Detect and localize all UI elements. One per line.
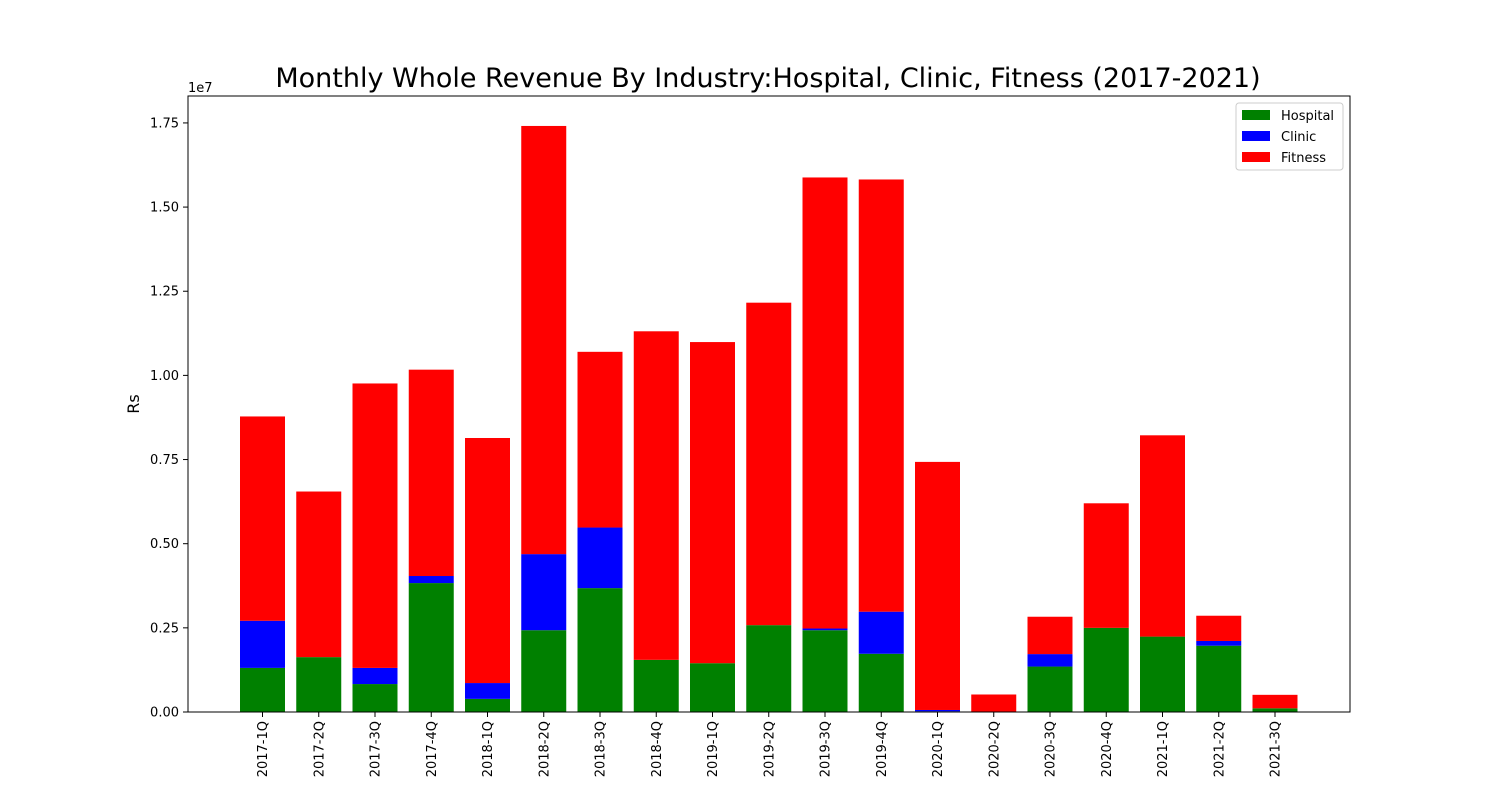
bar-fitness-2021-3Q <box>1252 694 1298 709</box>
legend-label-hospital: Hospital <box>1281 109 1334 124</box>
bar-hospital-2020-3Q <box>1027 666 1073 712</box>
chart-title: Monthly Whole Revenue By Industry:Hospit… <box>275 63 1260 94</box>
y-tick-label: 0.00 <box>150 706 179 721</box>
legend-swatch-clinic <box>1242 131 1270 141</box>
legend-swatch-hospital <box>1242 110 1270 120</box>
x-tick-label: 2020-3Q <box>1044 721 1059 777</box>
x-tick-label: 2018-4Q <box>650 721 665 777</box>
bar-fitness-2021-1Q <box>1140 435 1185 637</box>
y-axis: 0.00 0.25 0.50 0.75 1.00 1.25 1.50 1.75 <box>150 116 188 721</box>
bar-hospital-2021-1Q <box>1140 636 1185 712</box>
bar-fitness-2017-3Q <box>352 383 398 668</box>
bar-fitness-2019-4Q <box>858 179 904 612</box>
bar-fitness-2020-4Q <box>1083 503 1129 628</box>
y-tick-label: 0.75 <box>150 453 179 468</box>
bar-clinic-2020-1Q <box>915 709 960 712</box>
y-tick-label: 0.25 <box>150 621 179 636</box>
bar-hospital-2019-4Q <box>858 653 904 712</box>
bar-hospital-2018-2Q <box>521 630 567 712</box>
x-tick-label: 2019-1Q <box>706 721 721 777</box>
x-tick-label: 2019-2Q <box>762 721 777 777</box>
legend: Hospital Clinic Fitness <box>1235 102 1344 171</box>
x-tick-label: 2019-3Q <box>819 721 834 777</box>
bar-hospital-2020-4Q <box>1083 627 1129 712</box>
bar-fitness-2017-2Q <box>296 491 342 658</box>
x-tick-label: 2020-4Q <box>1100 721 1115 777</box>
bar-fitness-2018-1Q <box>465 437 510 684</box>
bar-clinic-2021-2Q <box>1196 640 1242 646</box>
bar-fitness-2018-3Q <box>577 351 623 528</box>
bar-hospital-2019-2Q <box>746 625 792 712</box>
bar-fitness-2020-2Q <box>971 694 1017 712</box>
bar-clinic-2017-4Q <box>408 576 454 584</box>
y-tick-label: 0.50 <box>150 537 179 552</box>
y-tick-label: 1.25 <box>150 285 179 300</box>
bar-fitness-2020-1Q <box>915 461 960 710</box>
bar-fitness-2018-4Q <box>633 331 679 660</box>
bar-clinic-2018-2Q <box>521 554 567 631</box>
bar-clinic-2017-1Q <box>240 620 285 668</box>
x-tick-label: 2021-3Q <box>1269 721 1284 777</box>
bar-hospital-2021-3Q <box>1252 708 1298 712</box>
legend-swatch-fitness <box>1242 152 1270 162</box>
bar-fitness-2017-1Q <box>240 416 285 621</box>
x-tick-label: 2017-1Q <box>256 721 271 777</box>
bar-fitness-2019-2Q <box>746 302 792 626</box>
bar-hospital-2018-1Q <box>465 698 510 712</box>
x-tick-label: 2021-2Q <box>1212 721 1227 777</box>
bar-hospital-2017-2Q <box>296 657 342 712</box>
bar-hospital-2017-1Q <box>240 667 285 712</box>
bar-clinic-2018-1Q <box>465 683 510 699</box>
x-tick-label: 2019-4Q <box>875 721 890 777</box>
bar-hospital-2021-2Q <box>1196 645 1242 712</box>
bar-hospital-2018-4Q <box>633 659 679 712</box>
bars-group <box>240 125 1298 712</box>
x-tick-label: 2020-1Q <box>931 721 946 777</box>
y-tick-label: 1.00 <box>150 369 179 384</box>
x-tick-label: 2021-1Q <box>1156 721 1171 777</box>
bar-clinic-2018-3Q <box>577 527 623 589</box>
bar-hospital-2017-4Q <box>408 583 454 712</box>
bar-fitness-2019-1Q <box>690 342 735 664</box>
x-axis: 2017-1Q 2017-2Q 2017-3Q 2017-4Q 2018-1Q 2018-… <box>256 712 1284 777</box>
bar-fitness-2019-3Q <box>802 177 848 629</box>
x-tick-label: 2018-1Q <box>481 721 496 777</box>
bar-clinic-2019-4Q <box>858 611 904 654</box>
bar-fitness-2018-2Q <box>521 125 567 555</box>
bar-hospital-2019-1Q <box>690 663 735 712</box>
x-tick-label: 2017-2Q <box>312 721 327 777</box>
legend-label-clinic: Clinic <box>1281 130 1316 145</box>
y-tick-label: 1.75 <box>150 116 179 131</box>
x-tick-label: 2018-3Q <box>594 721 609 777</box>
x-tick-label: 2017-4Q <box>425 721 440 777</box>
bar-clinic-2017-3Q <box>352 667 398 685</box>
y-tick-label: 1.50 <box>150 201 179 216</box>
x-tick-label: 2020-2Q <box>987 721 1002 777</box>
bar-hospital-2019-3Q <box>802 630 848 712</box>
bar-clinic-2019-3Q <box>802 628 848 631</box>
bar-fitness-2017-4Q <box>408 369 454 577</box>
bar-fitness-2021-2Q <box>1196 615 1242 641</box>
bar-clinic-2020-3Q <box>1027 654 1073 667</box>
x-tick-label: 2017-3Q <box>369 721 384 777</box>
y-offset-label: 1e7 <box>188 81 213 96</box>
x-tick-label: 2018-2Q <box>537 721 552 777</box>
bar-hospital-2018-3Q <box>577 588 623 712</box>
bar-fitness-2020-3Q <box>1027 616 1073 655</box>
legend-label-fitness: Fitness <box>1281 151 1326 166</box>
bar-hospital-2017-3Q <box>352 684 398 712</box>
y-axis-label: Rs <box>124 394 143 413</box>
